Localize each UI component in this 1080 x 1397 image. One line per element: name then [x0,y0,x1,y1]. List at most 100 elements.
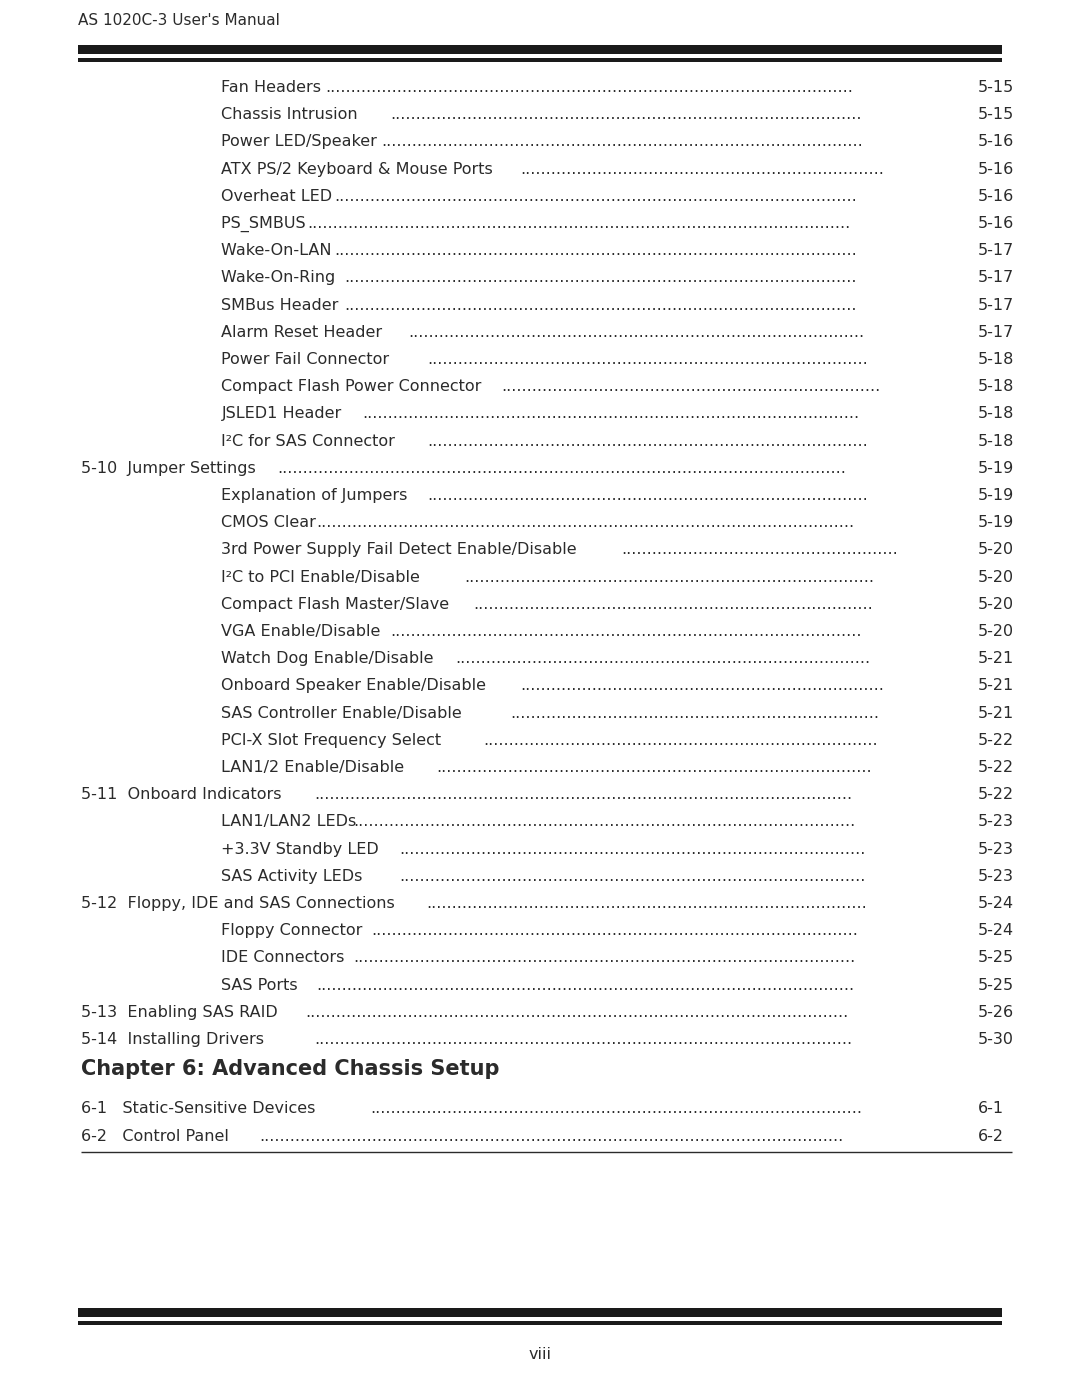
Text: ................................................................................: ........................................… [306,1004,849,1020]
Text: ................................................................................: ........................................… [400,869,866,884]
Text: .............................................................................: ........................................… [483,733,877,747]
Bar [78,1322,1002,1324]
Text: 5-16: 5-16 [977,134,1014,149]
Text: Fan Headers: Fan Headers [221,80,322,95]
Text: ................................................................................: ........................................… [428,488,868,503]
Text: ................................................................................: ........................................… [455,651,870,666]
Text: 5-12  Floppy, IDE and SAS Connections: 5-12 Floppy, IDE and SAS Connections [81,895,395,911]
Text: Chassis Intrusion: Chassis Intrusion [221,108,363,122]
Text: 5-24: 5-24 [977,923,1013,939]
Text: ......................................................: ........................................… [622,542,899,557]
Bar [78,59,1002,61]
Text: ................................................................................: ........................................… [428,352,868,367]
Text: 5-17: 5-17 [977,324,1014,339]
Text: 5-25: 5-25 [977,950,1013,965]
Text: 5-20: 5-20 [977,542,1013,557]
Text: ................................................................................: ........................................… [400,841,866,856]
Text: CMOS Clear: CMOS Clear [221,515,316,531]
Text: ..........................................................................: ........................................… [501,379,880,394]
Bar [78,1308,1002,1317]
Text: ................................................................................: ........................................… [343,298,856,313]
Text: 5-19: 5-19 [977,515,1014,531]
Text: Power Fail Connector: Power Fail Connector [221,352,400,367]
Text: Chapter 6: Advanced Chassis Setup: Chapter 6: Advanced Chassis Setup [81,1059,499,1080]
Text: 5-20: 5-20 [977,624,1013,638]
Text: ..............................................................................: ........................................… [473,597,874,612]
Text: 5-18: 5-18 [977,407,1014,422]
Text: 5-20: 5-20 [977,570,1013,584]
Text: ................................................................................: ........................................… [316,978,854,993]
Text: 6-1: 6-1 [977,1101,1003,1116]
Text: SAS Activity LEDs: SAS Activity LEDs [221,869,373,884]
Text: 5-17: 5-17 [977,271,1014,285]
Text: .......................................................................: ........................................… [519,679,883,693]
Text: 5-21: 5-21 [977,651,1014,666]
Text: 5-24: 5-24 [977,895,1013,911]
Text: 5-23: 5-23 [977,869,1013,884]
Text: Compact Flash Master/Slave: Compact Flash Master/Slave [221,597,455,612]
Text: ................................................................................: ........................................… [353,950,855,965]
Text: 5-19: 5-19 [977,488,1014,503]
Text: PCI-X Slot Frequency Select: PCI-X Slot Frequency Select [221,733,447,747]
Text: ................................................................................: ........................................… [370,1101,862,1116]
Text: ................................................................................: ........................................… [426,895,866,911]
Text: ................................................................................: ........................................… [390,624,862,638]
Text: 6-2: 6-2 [977,1129,1003,1144]
Text: 5-19: 5-19 [977,461,1014,476]
Text: ATX PS/2 Keyboard & Mouse Ports: ATX PS/2 Keyboard & Mouse Ports [221,162,498,176]
Text: ................................................................................: ........................................… [314,787,853,802]
Text: ................................................................................: ........................................… [314,1032,853,1046]
Text: 5-11  Onboard Indicators: 5-11 Onboard Indicators [81,787,286,802]
Text: LAN1/LAN2 LEDs: LAN1/LAN2 LEDs [221,814,356,830]
Text: ................................................................................: ........................................… [353,814,855,830]
Text: LAN1/2 Enable/Disable: LAN1/2 Enable/Disable [221,760,415,775]
Text: ................................................................................: ........................................… [363,407,860,422]
Text: 5-17: 5-17 [977,243,1014,258]
Text: Alarm Reset Header: Alarm Reset Header [221,324,393,339]
Text: I²C to PCI Enable/Disable: I²C to PCI Enable/Disable [221,570,426,584]
Text: ................................................................................: ........................................… [335,189,858,204]
Text: PS_SMBUS: PS_SMBUS [221,217,311,232]
Text: ................................................................................: ........................................… [436,760,872,775]
Bar [78,45,1002,54]
Text: Wake-On-LAN: Wake-On-LAN [221,243,337,258]
Text: 5-23: 5-23 [977,814,1013,830]
Text: 5-17: 5-17 [977,298,1014,313]
Text: 5-18: 5-18 [977,352,1014,367]
Text: ................................................................................: ........................................… [390,108,862,122]
Text: 5-15: 5-15 [977,80,1014,95]
Text: 5-20: 5-20 [977,597,1013,612]
Text: 5-22: 5-22 [977,760,1013,775]
Text: IDE Connectors: IDE Connectors [221,950,345,965]
Text: 5-21: 5-21 [977,705,1014,721]
Text: ................................................................................: ........................................… [278,461,847,476]
Text: ................................................................................: ........................................… [343,271,856,285]
Text: ................................................................................: ........................................… [464,570,875,584]
Text: ................................................................................: ........................................… [335,243,858,258]
Text: 6-2   Control Panel: 6-2 Control Panel [81,1129,229,1144]
Text: ................................................................................: ........................................… [408,324,865,339]
Text: SMBus Header: SMBus Header [221,298,343,313]
Text: 5-30: 5-30 [977,1032,1013,1046]
Text: ................................................................................: ........................................… [372,923,859,939]
Text: 5-18: 5-18 [977,379,1014,394]
Text: 5-15: 5-15 [977,108,1014,122]
Text: ................................................................................: ........................................… [381,134,863,149]
Text: I²C for SAS Connector: I²C for SAS Connector [221,433,401,448]
Text: Onboard Speaker Enable/Disable: Onboard Speaker Enable/Disable [221,679,497,693]
Text: 5-25: 5-25 [977,978,1013,993]
Text: 5-18: 5-18 [977,433,1014,448]
Text: 5-22: 5-22 [977,733,1013,747]
Text: ................................................................................: ........................................… [259,1129,843,1144]
Text: ................................................................................: ........................................… [316,515,854,531]
Text: 5-16: 5-16 [977,217,1014,231]
Text: 5-26: 5-26 [977,1004,1013,1020]
Text: JSLED1 Header: JSLED1 Header [221,407,352,422]
Text: Wake-On-Ring: Wake-On-Ring [221,271,341,285]
Text: Floppy Connector: Floppy Connector [221,923,363,939]
Text: viii: viii [528,1347,552,1362]
Text: VGA Enable/Disable: VGA Enable/Disable [221,624,381,638]
Text: ................................................................................: ........................................… [325,80,853,95]
Text: ................................................................................: ........................................… [307,217,850,231]
Text: 6-1   Static-Sensitive Devices: 6-1 Static-Sensitive Devices [81,1101,321,1116]
